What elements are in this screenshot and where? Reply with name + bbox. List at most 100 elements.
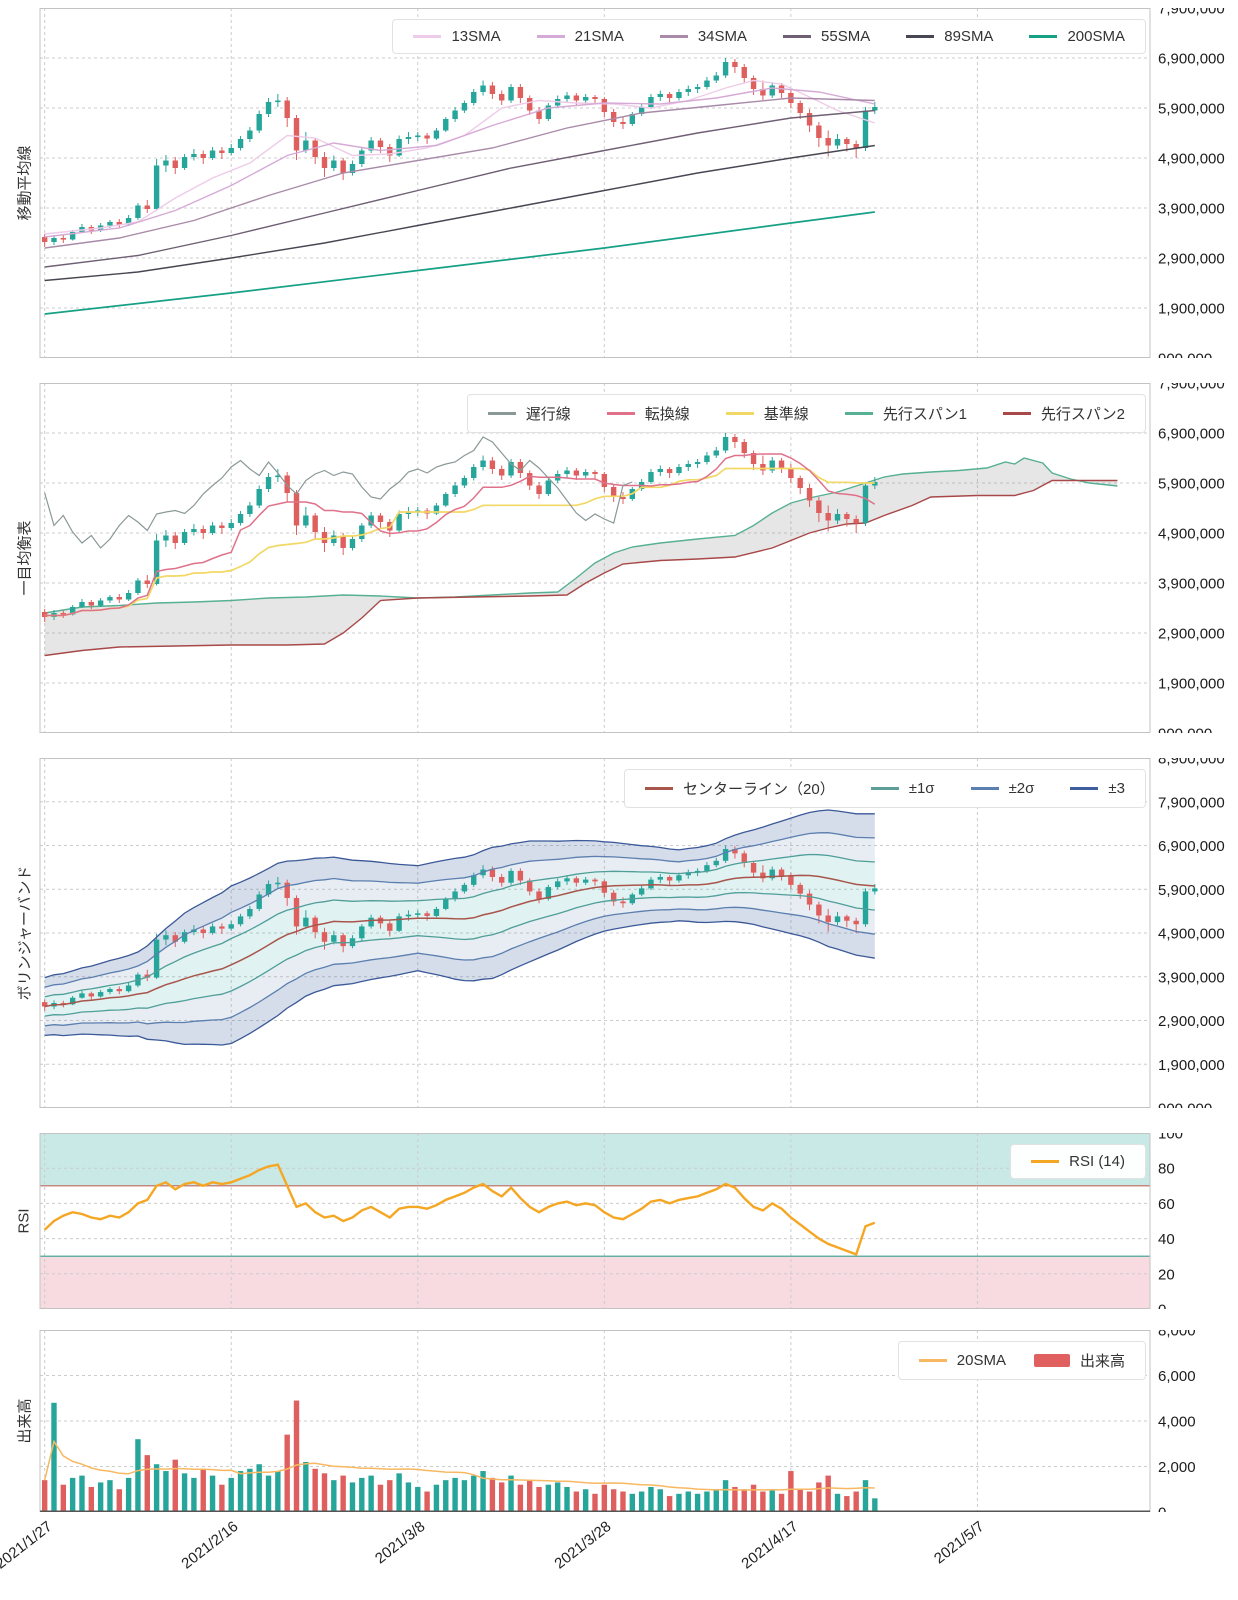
y-axis-title-rsi: RSI [15,1208,33,1234]
volume-bar [433,1484,440,1512]
candle-body [415,913,421,915]
legend-label: ±3 [1108,780,1125,797]
y-tick-label: 900,000 [1158,351,1212,359]
candle-body [704,80,710,87]
candle-body [41,1002,48,1007]
candle-body [760,872,766,879]
candle-body [144,205,150,209]
candle-body [237,514,244,523]
candle-body [461,884,468,892]
candle-body [806,893,813,905]
candle-body [676,875,682,881]
candle-body [788,468,794,478]
volume-bar [573,1491,580,1512]
candle-body [331,935,337,942]
candle-body [396,514,402,531]
candle-body [424,913,430,916]
legend-label: 基準線 [763,406,809,423]
candle-body [321,932,328,942]
candle-body [527,880,533,892]
series-line [44,97,875,249]
candle-body [536,891,542,899]
candle-body [181,532,188,543]
candle-body [153,939,160,978]
y-tick-label: 900,000 [1158,726,1212,734]
candle-body [704,455,710,462]
candle-body [554,881,561,888]
legend-swatch-line [536,35,565,38]
legend-item: ±3 [1070,780,1125,797]
candle-body [107,222,113,226]
legend-label: 21SMA [574,28,624,45]
candle-body [368,917,374,927]
candle-body [499,877,505,883]
series-line [44,79,876,235]
volume-bar [359,1477,365,1512]
candle-body [405,512,412,514]
y-tick-label: 20 [1158,1266,1175,1283]
candle-body [741,442,747,453]
candle-body [844,139,850,144]
y-tick-label: 6,900,000 [1158,426,1225,443]
candle-body [88,993,95,997]
candle-body [79,993,85,998]
volume-bar [284,1434,290,1512]
legend-label: 20SMA [956,1352,1006,1369]
series-line [44,832,875,988]
volume-bar [51,1402,57,1512]
candle-body [722,62,729,76]
legend-swatch-line [1029,35,1058,38]
candle-body [209,150,216,158]
candle-body [293,493,300,526]
volume-bar [144,1455,150,1512]
candle-body [433,130,440,139]
candle-body [387,147,393,156]
candle-body [172,160,178,168]
candle-body [676,467,682,473]
legend-rsi: RSI (14) [1010,1144,1146,1179]
candle-body [153,165,160,209]
candle-body [536,110,542,119]
volume-bar [601,1484,608,1512]
legend-swatch-line [870,787,899,790]
series-line [44,479,1118,657]
y-tick-label: 6,000 [1158,1368,1196,1385]
candle-body [592,879,598,882]
y-tick-label: 7,900,000 [1158,794,1225,811]
candle-body [872,107,878,111]
series-line [44,920,875,1046]
candle-body [88,602,95,606]
volume-bar [853,1491,859,1512]
volume-bar [135,1439,141,1512]
candle-body [713,450,719,456]
candle-body [545,887,552,899]
candle-body [60,613,67,615]
series-line [44,144,875,282]
y-tick-label: 100 [1158,1133,1183,1143]
candle-body [480,460,486,467]
candle-body [97,600,104,606]
volume-bar [256,1464,262,1512]
legend-item: 遅行線 [487,403,571,424]
series-line [44,87,875,238]
series-line [44,853,875,998]
volume-bar [592,1493,598,1512]
volume-bar [153,1464,160,1512]
volume-bar [536,1486,542,1512]
candle-body [480,85,486,92]
volume-bar [377,1484,384,1512]
candle-body [769,85,775,96]
legend-item: 先行スパン2 [1002,403,1125,424]
volume-bar [825,1475,831,1512]
legend-label: 先行スパン2 [1040,406,1125,423]
band-fill [44,810,875,988]
candle-body [293,898,300,927]
candle-body [816,125,822,138]
volume-bar [293,1400,300,1512]
volume-bar [275,1471,281,1512]
candle-body [116,989,122,992]
candle-body [247,130,253,139]
series-line [43,1439,875,1491]
candle-body [405,137,412,139]
legend-item: 34SMA [659,28,747,45]
